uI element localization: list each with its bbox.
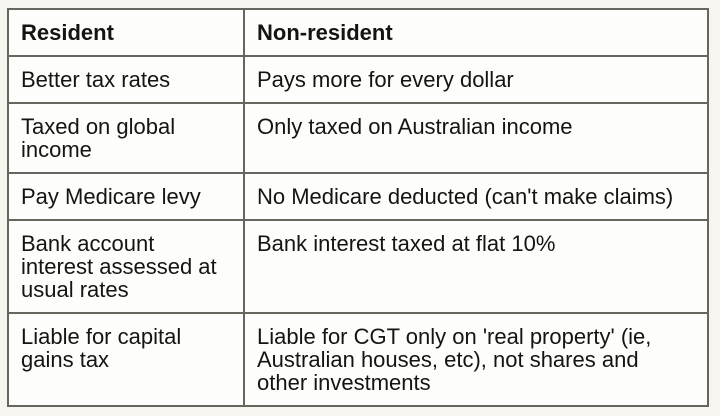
resident-cell: Taxed on global income [7, 102, 245, 174]
resident-cell: Liable for capital gains tax [7, 312, 245, 407]
table-row: Pay Medicare levy No Medicare deducted (… [7, 172, 709, 221]
nonresident-cell: Only taxed on Australian income [243, 102, 709, 174]
comparison-table-container: Resident Non-resident Better tax rates P… [7, 8, 709, 407]
table-row: Liable for capital gains tax Liable for … [7, 312, 709, 407]
column-header-nonresident: Non-resident [243, 8, 709, 57]
header-row: Resident Non-resident [7, 8, 709, 57]
table-row: Better tax rates Pays more for every dol… [7, 55, 709, 104]
table-row: Bank account interest assessed at usual … [7, 219, 709, 314]
table-row: Taxed on global income Only taxed on Aus… [7, 102, 709, 174]
nonresident-cell: Liable for CGT only on 'real property' (… [243, 312, 709, 407]
resident-cell: Pay Medicare levy [7, 172, 245, 221]
resident-cell: Bank account interest assessed at usual … [7, 219, 245, 314]
resident-vs-nonresident-table: Resident Non-resident Better tax rates P… [7, 8, 709, 407]
resident-cell: Better tax rates [7, 55, 245, 104]
nonresident-cell: No Medicare deducted (can't make claims) [243, 172, 709, 221]
column-header-resident: Resident [7, 8, 245, 57]
nonresident-cell: Pays more for every dollar [243, 55, 709, 104]
nonresident-cell: Bank interest taxed at flat 10% [243, 219, 709, 314]
